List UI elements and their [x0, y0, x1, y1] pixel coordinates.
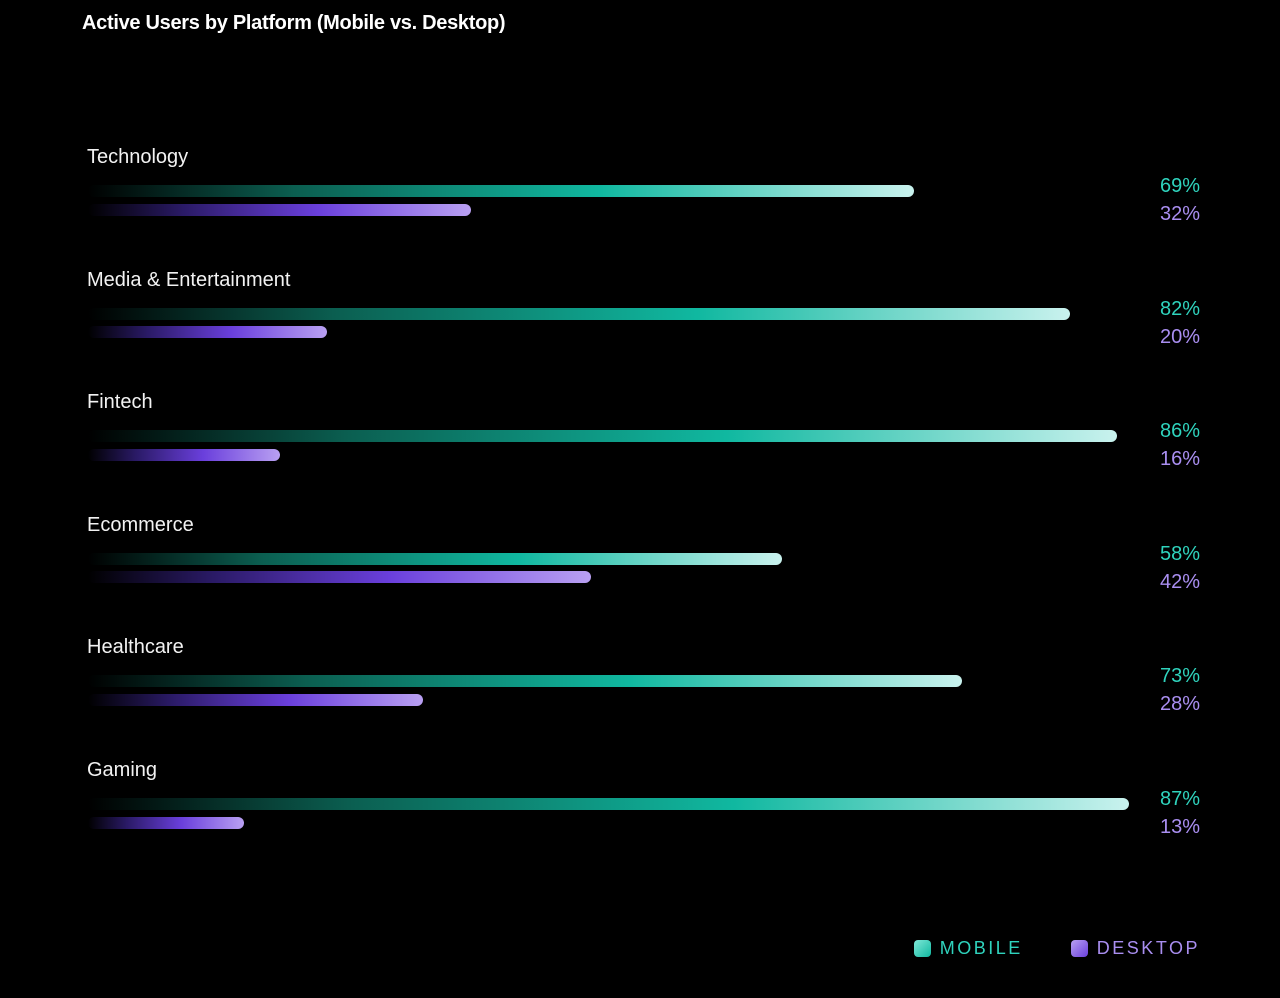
value-label-mobile: 69%	[1159, 175, 1200, 197]
bar-desktop	[88, 693, 424, 706]
category-label: Healthcare	[87, 636, 184, 659]
chart-title: Active Users by Platform (Mobile vs. Des…	[82, 12, 506, 34]
bar-mobile	[88, 307, 1070, 320]
bar-desktop	[88, 571, 591, 584]
value-label-mobile: 82%	[1159, 297, 1200, 320]
bar-mobile	[88, 430, 1118, 443]
value-label-desktop: 13%	[1159, 816, 1200, 838]
bar-desktop	[88, 816, 244, 829]
legend-label-desktop: DESKTOP	[1096, 938, 1200, 958]
bar-desktop	[88, 326, 328, 339]
value-label-mobile: 86%	[1159, 420, 1200, 443]
legend-item-mobile: MOBILE	[913, 938, 1023, 959]
category-label: Fintech	[87, 391, 153, 414]
bar-mobile	[88, 552, 783, 565]
legend-label-mobile: MOBILE	[939, 938, 1023, 958]
value-label-mobile: 58%	[1159, 542, 1200, 565]
legend-swatch-mobile	[913, 940, 931, 957]
legend-swatch-desktop	[1070, 940, 1088, 957]
category-label: Ecommerce	[87, 513, 194, 536]
category-label: Technology	[87, 146, 189, 168]
value-label-desktop: 32%	[1159, 203, 1200, 225]
category-label: Media & Entertainment	[87, 268, 291, 291]
value-label-desktop: 42%	[1159, 570, 1200, 593]
value-label-mobile: 73%	[1159, 665, 1200, 688]
bar-mobile	[88, 675, 962, 688]
value-label-mobile: 87%	[1159, 788, 1200, 810]
legend: MOBILE DESKTOP	[913, 938, 1200, 959]
bar-desktop	[88, 448, 280, 461]
legend-item-desktop: DESKTOP	[1070, 938, 1200, 959]
category-label: Gaming	[87, 759, 158, 781]
bar-desktop	[88, 203, 472, 216]
bar-mobile	[88, 185, 914, 197]
bar-mobile	[88, 798, 1130, 810]
value-label-desktop: 20%	[1159, 325, 1200, 348]
value-label-desktop: 28%	[1159, 693, 1200, 716]
value-label-desktop: 16%	[1159, 448, 1200, 471]
